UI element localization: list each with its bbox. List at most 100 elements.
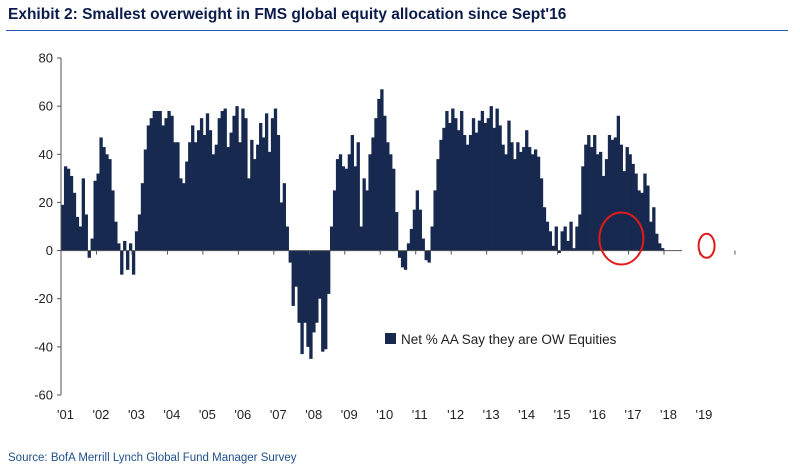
bar <box>176 142 180 251</box>
bar <box>433 190 437 251</box>
bar <box>557 250 561 253</box>
bar <box>335 159 340 251</box>
bar <box>380 89 384 251</box>
bar <box>244 118 248 251</box>
bar <box>205 113 210 251</box>
bar <box>321 250 325 352</box>
bar <box>223 108 227 251</box>
bar <box>285 226 289 251</box>
bar <box>400 250 405 268</box>
bar <box>545 221 550 251</box>
bar <box>501 144 505 251</box>
bar <box>616 115 621 251</box>
bar <box>454 118 458 251</box>
x-tick-label: '04 <box>163 407 180 422</box>
bar <box>442 127 446 251</box>
bar <box>566 240 570 251</box>
bar <box>525 130 529 251</box>
x-tick-label: '05 <box>199 407 216 422</box>
bar <box>528 147 532 251</box>
bar <box>448 122 452 251</box>
bar <box>108 159 112 251</box>
x-tick-label: '17 <box>625 407 642 422</box>
bar <box>569 221 573 251</box>
bar <box>309 250 313 359</box>
bar <box>598 151 603 251</box>
bar <box>211 154 216 251</box>
bar <box>389 154 393 251</box>
bar <box>232 115 236 251</box>
bar <box>530 154 535 251</box>
bar <box>489 106 493 251</box>
bar <box>128 243 133 251</box>
title-divider <box>6 30 788 31</box>
bar <box>631 163 635 251</box>
bar <box>297 250 301 323</box>
bar <box>643 173 647 251</box>
x-tick-label: '10 <box>376 407 393 422</box>
bar <box>78 226 83 251</box>
source-note: Source: BofA Merrill Lynch Global Fund M… <box>8 452 297 464</box>
bar <box>344 168 349 251</box>
bar <box>288 250 292 263</box>
bar <box>634 173 638 251</box>
annotation-layer <box>598 211 716 266</box>
bar <box>312 250 316 333</box>
bar <box>430 226 434 251</box>
x-tick-label: '13 <box>483 407 500 422</box>
bar <box>324 250 328 350</box>
bar <box>548 231 553 251</box>
bar <box>471 118 476 251</box>
bar <box>161 125 165 251</box>
bar <box>131 250 136 275</box>
x-tick-label: '01 <box>57 407 74 422</box>
bar <box>424 250 428 261</box>
bar <box>84 214 88 251</box>
bar <box>655 233 659 251</box>
bar <box>613 137 618 251</box>
bar <box>377 98 381 251</box>
bar <box>72 192 77 251</box>
bar <box>465 144 470 251</box>
bar <box>439 139 443 251</box>
x-tick-label: '02 <box>92 407 109 422</box>
bar <box>264 113 269 251</box>
bar <box>75 216 80 251</box>
bar <box>315 250 319 323</box>
bar <box>403 250 408 270</box>
bar <box>359 226 363 251</box>
bar <box>468 135 473 251</box>
bar <box>507 120 511 251</box>
bar <box>134 231 139 251</box>
bar <box>120 250 124 275</box>
y-tick-label: 20 <box>39 195 53 210</box>
bar <box>300 250 304 355</box>
bar <box>117 243 121 251</box>
bar <box>126 250 130 270</box>
bar <box>87 250 91 258</box>
bar <box>149 118 153 251</box>
bar <box>259 122 263 251</box>
bar <box>516 142 520 251</box>
bar <box>152 110 156 251</box>
bar <box>584 144 588 251</box>
bar <box>81 178 85 251</box>
bar <box>291 250 295 306</box>
bar <box>167 110 171 251</box>
bar <box>495 108 499 251</box>
x-tick-label: '09 <box>341 407 358 422</box>
bar <box>397 250 402 258</box>
bar <box>347 154 352 251</box>
bar <box>196 130 201 251</box>
legend-label: Net % AA Say they are OW Equities <box>401 332 617 347</box>
bar <box>158 110 162 251</box>
highlight-circle <box>697 232 716 259</box>
x-tick-label: '06 <box>234 407 251 422</box>
y-tick-label: 40 <box>39 147 53 162</box>
bar <box>99 137 103 251</box>
bar <box>533 149 538 251</box>
bar <box>483 122 487 251</box>
bar <box>61 204 65 251</box>
bar <box>587 135 591 251</box>
bar <box>374 118 378 251</box>
